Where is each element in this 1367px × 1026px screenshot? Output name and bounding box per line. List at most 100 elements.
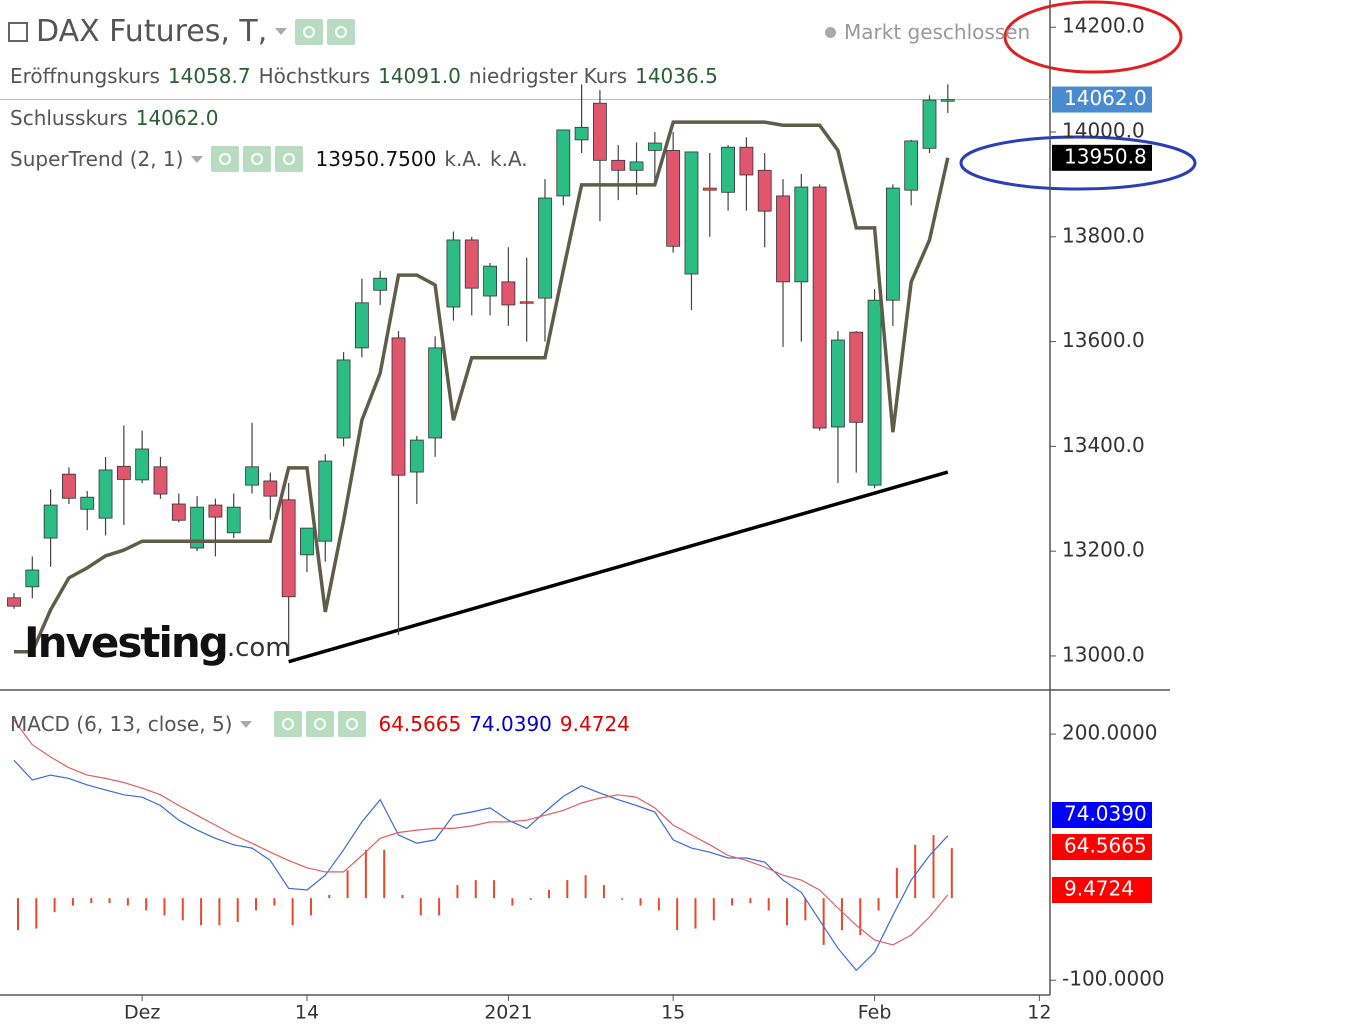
macd-value: 64.5665 bbox=[378, 712, 462, 736]
logo-brand: Investing bbox=[24, 618, 229, 667]
candle-body bbox=[226, 506, 241, 534]
trendline bbox=[288, 470, 949, 664]
macd-value: 9.4724 bbox=[559, 712, 630, 736]
candle-body bbox=[318, 460, 333, 542]
stat-value: 14036.5 bbox=[635, 64, 718, 88]
indicator-name: MACD (6, 13, close, 5) bbox=[10, 712, 233, 736]
title-row: DAX Futures, T, bbox=[8, 14, 359, 49]
candle-body bbox=[281, 499, 296, 598]
candle-body bbox=[647, 142, 662, 151]
candle-body bbox=[684, 151, 699, 275]
price-tag-label: 14062.0 bbox=[1064, 86, 1147, 110]
candle-body bbox=[7, 597, 21, 607]
candle-body bbox=[776, 195, 790, 283]
collapse-box[interactable] bbox=[8, 21, 28, 42]
candle-body bbox=[849, 331, 864, 423]
candle-body bbox=[373, 277, 388, 291]
gear-icon[interactable] bbox=[327, 18, 356, 45]
stat-value: 14091.0 bbox=[378, 64, 461, 88]
macd-tag bbox=[1052, 834, 1152, 860]
candle-body bbox=[721, 146, 735, 193]
macd-tag bbox=[1052, 877, 1152, 903]
indicator-value: 13950.7500 bbox=[315, 147, 437, 171]
candle-body bbox=[98, 469, 113, 519]
indicator-extra: k.A. bbox=[490, 147, 528, 171]
candle-body bbox=[336, 359, 351, 439]
price-tag-label: 13950.8 bbox=[1064, 144, 1147, 168]
candle-body bbox=[885, 187, 900, 301]
candle-body bbox=[409, 439, 424, 473]
candle-body bbox=[666, 149, 681, 247]
x-tick-label: 15 bbox=[661, 1002, 685, 1024]
eye-icon[interactable] bbox=[211, 146, 240, 172]
y-tick-label: 13600.0 bbox=[1062, 328, 1145, 352]
dropdown[interactable] bbox=[240, 720, 253, 728]
eye-icon[interactable] bbox=[295, 18, 324, 45]
gear-icon[interactable] bbox=[243, 146, 272, 172]
candle-body bbox=[263, 480, 278, 497]
stat-value: 14062.0 bbox=[135, 106, 219, 130]
macd-value: 74.0390 bbox=[469, 712, 552, 736]
stat-value: 14058.7 bbox=[167, 64, 251, 88]
y-tick-label: 13000.0 bbox=[1062, 642, 1145, 666]
dropdown[interactable] bbox=[275, 28, 288, 35]
candle-body bbox=[483, 265, 497, 297]
y-tick-label: 14000.0 bbox=[1062, 119, 1145, 143]
candle-body bbox=[593, 102, 607, 161]
x-tick-label: 2021 bbox=[484, 1002, 532, 1024]
candle-body bbox=[354, 302, 369, 349]
x-tick-label: Dez bbox=[124, 1002, 160, 1024]
stat-label: Höchstkurs bbox=[258, 64, 371, 88]
close-icon[interactable] bbox=[338, 711, 367, 737]
candle-body bbox=[43, 504, 58, 539]
close-icon[interactable] bbox=[275, 146, 304, 172]
macd-tag-label: 64.5665 bbox=[1064, 834, 1147, 858]
candle-body bbox=[300, 527, 314, 556]
candle-body bbox=[25, 569, 40, 588]
red-ellipse bbox=[1003, 0, 1183, 74]
macd-tag bbox=[1052, 802, 1152, 828]
candle-body bbox=[190, 506, 205, 549]
logo-suffix: .com bbox=[226, 632, 291, 663]
dropdown[interactable] bbox=[191, 155, 204, 163]
x-tick-label: 14 bbox=[295, 1002, 319, 1024]
candle-body bbox=[116, 465, 131, 480]
candle-body bbox=[135, 448, 150, 481]
candle-body bbox=[464, 239, 479, 289]
close-row: Schlusskurs 14062.0 bbox=[10, 106, 218, 130]
candle-body bbox=[702, 187, 717, 191]
candle-body bbox=[153, 466, 168, 495]
y-tick-label: -100.0000 bbox=[1062, 967, 1165, 991]
macd-tag-label: 74.0390 bbox=[1064, 802, 1147, 826]
price-tag bbox=[1052, 86, 1152, 113]
y-tick-label: 13400.0 bbox=[1062, 433, 1145, 457]
candle-body bbox=[794, 186, 809, 283]
blue-ellipse bbox=[959, 135, 1197, 191]
candle-body bbox=[904, 140, 919, 191]
y-tick-label: 13200.0 bbox=[1062, 538, 1145, 562]
status-dot bbox=[825, 26, 836, 38]
macd-line bbox=[13, 719, 949, 946]
eye-icon[interactable] bbox=[274, 711, 303, 737]
candle-body bbox=[62, 473, 76, 499]
candle-body bbox=[519, 301, 534, 304]
stat-label: Schlusskurs bbox=[10, 106, 128, 130]
indicator-name: SuperTrend (2, 1) bbox=[10, 147, 184, 171]
candle-body bbox=[922, 99, 937, 149]
y-tick-label: 13800.0 bbox=[1062, 223, 1145, 247]
candle-body bbox=[538, 197, 552, 299]
candle-body bbox=[940, 99, 955, 102]
logo: Investing .com bbox=[24, 618, 291, 667]
y-tick-label: 14200.0 bbox=[1062, 14, 1145, 38]
candle-body bbox=[812, 186, 827, 429]
candle-body bbox=[80, 496, 95, 510]
x-tick-label: Feb bbox=[858, 1002, 892, 1024]
gear-icon[interactable] bbox=[306, 711, 335, 737]
stats-row: Eröffnungskurs 14058.7 Höchstkurs 14091.0 … bbox=[10, 64, 718, 88]
status: Markt geschlossen bbox=[825, 20, 1030, 44]
candle-body bbox=[391, 337, 406, 476]
candle-body bbox=[428, 347, 443, 439]
y-tick-label: 200.0000 bbox=[1062, 721, 1157, 745]
